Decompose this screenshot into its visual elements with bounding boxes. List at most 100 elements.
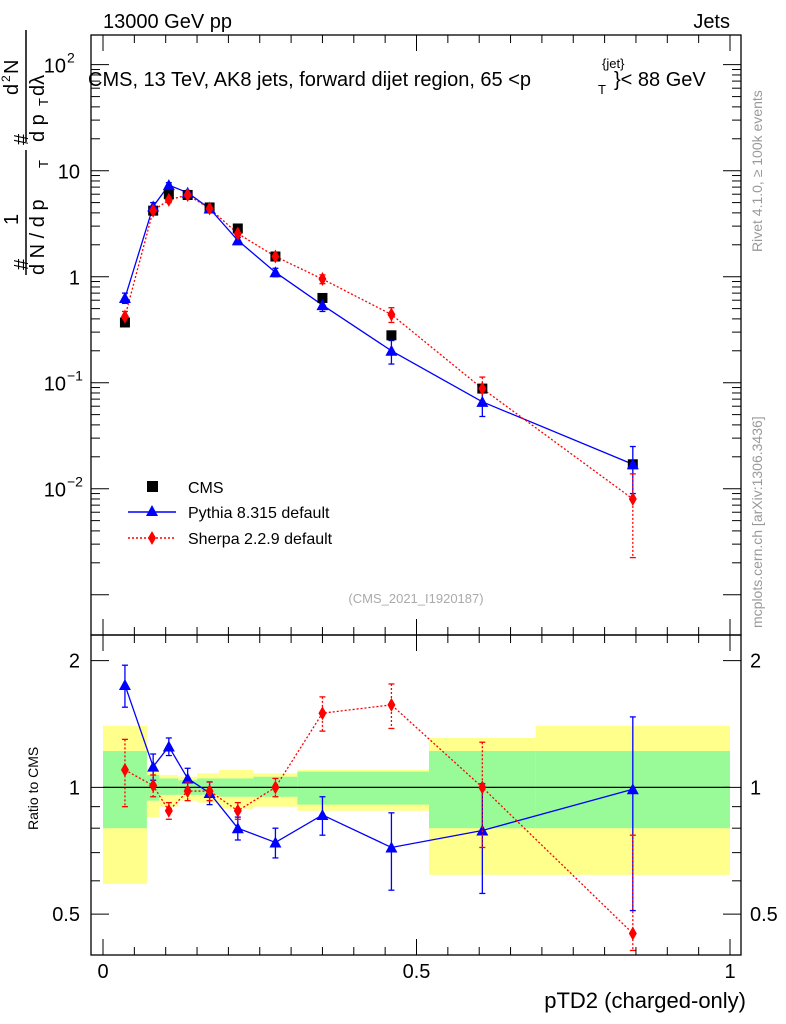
main-pythia-point (476, 395, 489, 407)
legend-sherpa-marker (148, 531, 156, 545)
main-sherpa-point (149, 203, 158, 218)
title-suffix: }< 88 GeV (614, 69, 706, 91)
ratio-sherpa-point (120, 762, 129, 777)
main-sherpa-point (628, 491, 637, 506)
ylabel-one: 1 (1, 214, 23, 225)
main-sherpa-point (183, 187, 192, 202)
main-y-tick-label: 10 (58, 162, 80, 184)
ratio-pythia-point (316, 808, 329, 820)
ratio-sherpa-point (183, 784, 192, 799)
main-sherpa-point (164, 192, 173, 207)
main-series-marks (118, 179, 639, 559)
ratio-pythia-point (118, 678, 131, 690)
y-tick-base: 1 (69, 268, 80, 290)
ratio-y-tick-label-right: 2 (750, 651, 761, 673)
main-sherpa-point (318, 272, 327, 287)
stat-uncertainty-band (103, 750, 147, 829)
ratio-y-tick-label-left: 1 (69, 777, 80, 799)
analysis-label: (CMS_2021_I1920187) (348, 591, 483, 606)
ylabel-den-sub: T (36, 160, 51, 168)
ylabel-hash-2: # (11, 133, 33, 145)
ratio-sherpa-point (478, 780, 487, 795)
legend-item-pythia: Pythia 8.315 default (128, 505, 330, 522)
main-sherpa-point (120, 309, 129, 324)
main-sherpa-point (271, 249, 280, 264)
ylabel-den-2-tail: dλ (27, 75, 49, 96)
ratio-series-marks (118, 664, 639, 952)
cms-data-point (386, 330, 397, 341)
ylabel-hash: # (11, 258, 33, 270)
cms-data-point (317, 292, 328, 303)
title-sub: T (598, 82, 606, 97)
x-tick-label: 0 (97, 961, 108, 983)
main-sherpa-point (205, 201, 214, 216)
main-sherpa-point (478, 381, 487, 396)
ylabel-den-2: d p (27, 114, 49, 142)
ratio-pythia-point (231, 822, 244, 834)
legend-item-sherpa: Sherpa 2.2.9 default (128, 531, 333, 548)
ratio-pythia-point (269, 836, 282, 848)
ratio-pythia-point (147, 760, 160, 772)
main-pythia-point (118, 291, 131, 303)
main-y-tick-label: 10 2 (44, 50, 75, 78)
category-label: Jets (693, 11, 730, 33)
ratio-sherpa-point (271, 780, 280, 795)
main-pythia-line (124, 184, 634, 465)
main-sherpa-point (233, 226, 242, 241)
main-y-tick-label: 1 (69, 268, 80, 290)
ratio-y-tick-label-left: 2 (69, 651, 80, 673)
ratio-pythia-point (476, 824, 489, 836)
y-tick-base: 10 (44, 56, 66, 78)
main-pythia-point (162, 179, 175, 191)
main-pythia-point (269, 266, 282, 278)
ratio-sherpa-point (205, 784, 214, 799)
y-tick-exponent: −2 (67, 474, 83, 490)
ylabel-num: d (1, 84, 23, 95)
ylabel-num-sup: 2 (0, 75, 13, 82)
main-sherpa-line (124, 194, 634, 500)
ratio-pythia-point (181, 772, 194, 784)
legend-item-cms: CMS (147, 480, 224, 497)
main-pythia-point (626, 458, 639, 470)
legend-cms-marker (147, 481, 158, 492)
title-sup: {jet} (602, 56, 625, 71)
rivet-label: Rivet 4.1.0, ≥ 100k events (749, 90, 765, 252)
x-tick-label: 1 (724, 961, 735, 983)
y-tick-base: 10 (44, 480, 66, 502)
ratio-sherpa-point (628, 926, 637, 941)
ratio-sherpa-point (318, 706, 327, 721)
y-tick-base: 10 (44, 374, 66, 396)
ratio-sherpa-point (233, 803, 242, 818)
stat-uncertainty-band (347, 771, 430, 805)
ratio-pythia-point (626, 783, 639, 795)
stat-uncertainty-band (159, 778, 179, 795)
x-axis-label: pTD2 (charged-only) (544, 988, 746, 1013)
energy-label: 13000 GeV pp (103, 11, 232, 33)
ratio-sherpa-point (149, 778, 158, 793)
y-tick-base: 10 (58, 162, 80, 184)
legend-sherpa-label: Sherpa 2.2.9 default (188, 531, 333, 548)
main-y-tick-label: 10 −2 (44, 474, 83, 502)
ratio-sherpa-point (387, 697, 396, 712)
ratio-y-tick-label-right: 1 (750, 777, 761, 799)
main-sherpa-point (387, 307, 396, 322)
ratio-y-tick-label-right: 0.5 (750, 904, 778, 926)
main-title: CMS, 13 TeV, AK8 jets, forward dijet reg… (88, 56, 706, 97)
ratio-sherpa-point (164, 803, 173, 818)
ratio-y-axis-label: Ratio to CMS (25, 747, 41, 830)
y-tick-exponent: −1 (67, 368, 83, 384)
ratio-y-tick-label-left: 0.5 (52, 904, 80, 926)
main-pythia-point (316, 299, 329, 311)
ratio-uncertainty-bands (103, 725, 730, 884)
legend-pythia-label: Pythia 8.315 default (188, 505, 330, 522)
title-prefix: CMS, 13 TeV, AK8 jets, forward dijet reg… (88, 69, 531, 91)
ylabel-den: d N / d p (27, 199, 49, 275)
ratio-pythia-point (162, 740, 175, 752)
main-y-tick-label: 10 −1 (44, 368, 83, 396)
x-tick-label: 0.5 (403, 961, 431, 983)
y-tick-exponent: 2 (67, 50, 75, 66)
ratio-pythia-point (385, 841, 398, 853)
site-label: mcplots.cern.ch [arXiv:1306.3436] (749, 416, 765, 628)
